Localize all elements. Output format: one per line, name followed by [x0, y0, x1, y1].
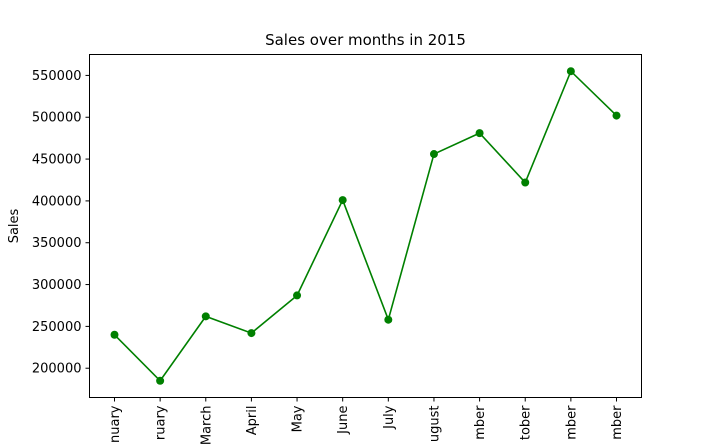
data-point [156, 376, 165, 385]
x-tick-label: April [245, 406, 260, 436]
y-tick-label: 200000 [32, 362, 82, 377]
y-axis-label: Sales [7, 208, 22, 243]
y-tick-label: 550000 [32, 69, 82, 84]
data-point [521, 178, 530, 187]
x-tick-label: tober [519, 405, 534, 440]
series-layer [110, 67, 621, 385]
series-line [113, 69, 618, 383]
data-point [429, 150, 438, 159]
data-point [384, 315, 393, 324]
data-point [293, 291, 302, 300]
x-tick-label: nuary [108, 405, 123, 443]
x-tick-label: May [291, 405, 306, 432]
y-tick-label: 450000 [32, 153, 82, 168]
x-tick-label: March [199, 406, 214, 446]
y-tick-label: 500000 [32, 111, 82, 126]
data-point [566, 67, 575, 76]
x-tick-label: June [336, 406, 351, 435]
y-tick-label: 250000 [32, 320, 82, 335]
x-tick-label: ruary [154, 405, 169, 440]
y-tick-label: 400000 [32, 194, 82, 209]
data-point [110, 330, 119, 339]
data-point [338, 196, 347, 205]
y-axis: 200000 250000 300000 350000 400000 450000 5000… [32, 69, 90, 377]
chart-title: Sales over months in 2015 [265, 31, 466, 49]
data-point [612, 111, 621, 120]
plot-frame [89, 54, 642, 398]
x-tick-label: mber [564, 405, 579, 440]
x-tick-label: July [382, 405, 397, 430]
x-tick-label: mber [610, 405, 625, 440]
y-tick-label: 350000 [32, 236, 82, 251]
x-tick-label: ugust [427, 406, 442, 443]
data-point [247, 329, 256, 338]
x-axis: nuary ruary March April May June July ugust mber… [108, 397, 625, 446]
x-tick-label: mber [473, 405, 488, 440]
data-point [201, 312, 210, 321]
y-tick-label: 300000 [32, 278, 82, 293]
data-point [475, 129, 484, 138]
